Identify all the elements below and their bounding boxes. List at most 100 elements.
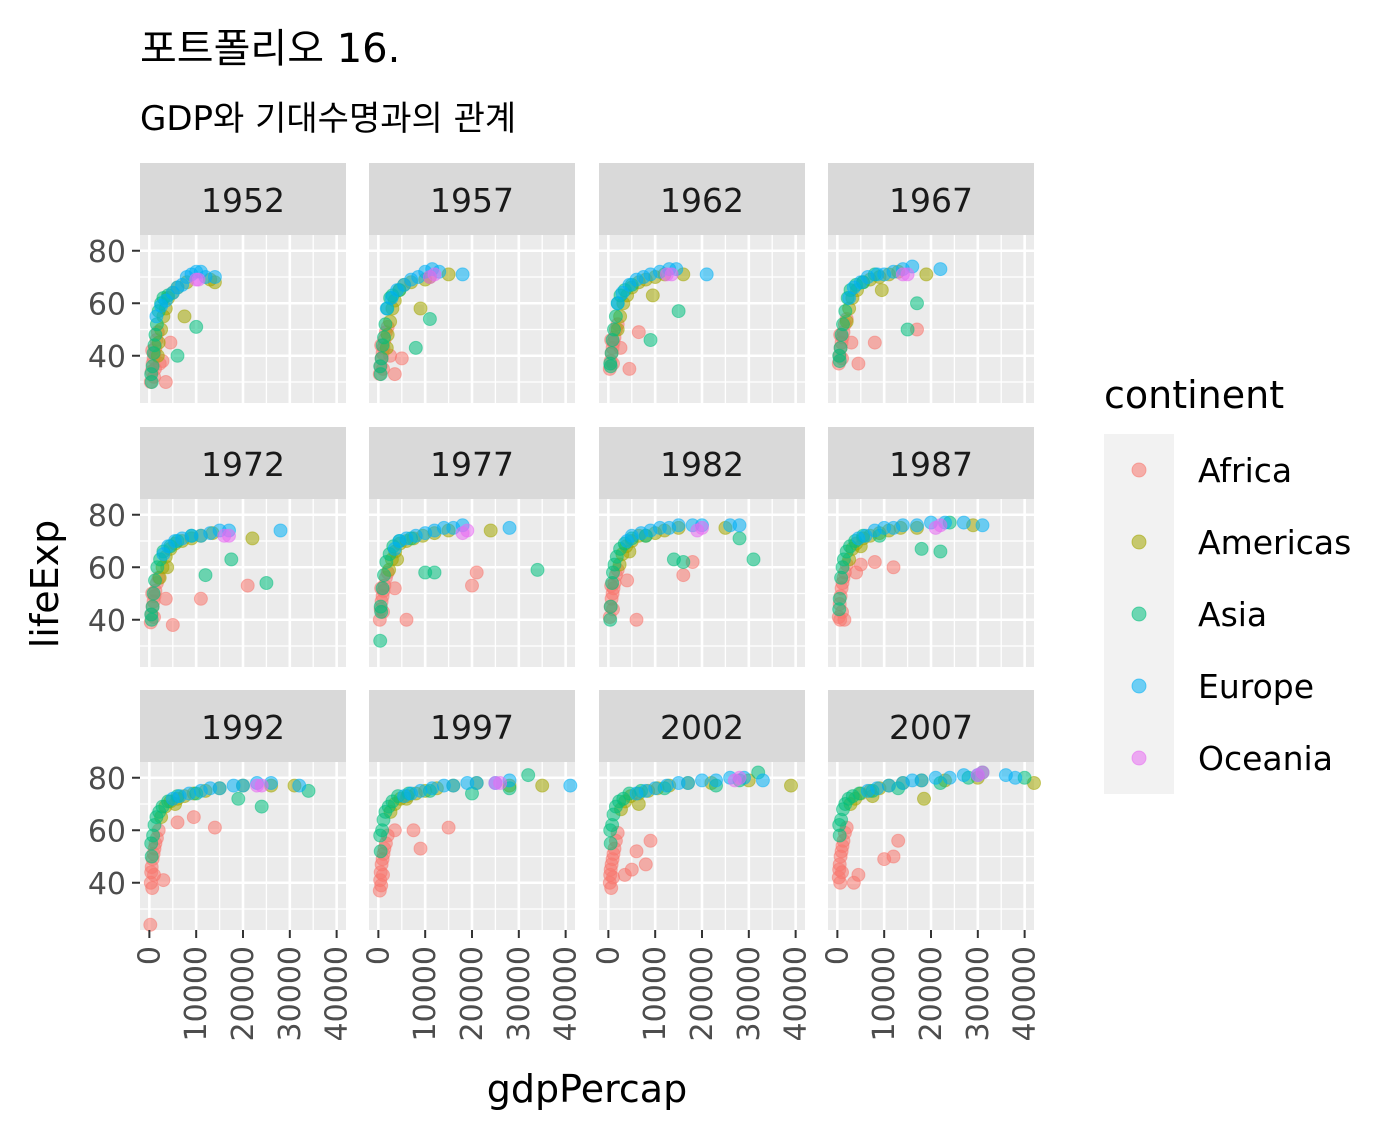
y-tick-label: 40 [88, 340, 126, 375]
facet-strip-label: 2002 [660, 708, 744, 747]
data-point [377, 568, 391, 583]
data-point [851, 356, 866, 371]
facet-panel: 2007 0 10000 20000 30000 40000 [820, 690, 1043, 1041]
data-point [853, 557, 868, 572]
data-point [144, 607, 159, 622]
data-point [191, 272, 206, 287]
facet-strip [599, 427, 805, 499]
data-point [165, 618, 180, 632]
data-point [254, 778, 269, 793]
facet-strip-label: 2007 [889, 708, 973, 747]
data-point [446, 778, 461, 793]
data-point [373, 844, 388, 859]
data-point [874, 283, 889, 298]
data-point [441, 820, 456, 835]
facet-strip-label: 1957 [430, 181, 514, 220]
y-tick-label: 60 [88, 287, 126, 322]
legend-label-asia: Asia [1198, 595, 1267, 634]
facet-panel: 1977 [369, 427, 575, 667]
facet-grid: 1952 40 60 80 1957 1962 1967 1972 40 60 80 1977 1982… [88, 163, 1043, 1041]
x-tick-label: 30000 [502, 946, 537, 1041]
facet-panel: 1997 0 10000 20000 30000 40000 [361, 690, 584, 1041]
data-point [603, 599, 618, 614]
data-point [455, 267, 470, 282]
data-point [917, 791, 931, 806]
facet-strip-label: 1972 [201, 445, 285, 484]
facet-panel: 1982 [599, 427, 805, 667]
data-point [493, 776, 508, 790]
data-point [886, 849, 901, 864]
data-point [483, 523, 498, 538]
data-point [604, 881, 619, 895]
data-point [377, 330, 391, 345]
data-point [212, 781, 227, 796]
data-point [837, 612, 852, 627]
data-point [413, 301, 428, 316]
data-point [373, 828, 388, 843]
data-point [521, 768, 536, 783]
data-point [231, 791, 246, 806]
y-tick-label: 80 [88, 762, 126, 797]
data-point [425, 781, 440, 796]
data-point [755, 773, 770, 788]
data-point [699, 267, 714, 282]
data-point [373, 359, 388, 374]
data-point [170, 815, 185, 830]
data-point [273, 523, 288, 538]
data-point [144, 849, 159, 864]
data-point [563, 778, 578, 793]
data-point [146, 586, 161, 601]
legend-label-africa: Africa [1198, 451, 1292, 490]
facet-panel: 1992 40 60 80 0 10000 20000 30000 40000 [88, 690, 355, 1041]
facet-strip [599, 163, 805, 235]
x-tick-label: 10000 [408, 946, 443, 1041]
data-point [695, 520, 709, 535]
x-tick-label: 0 [361, 946, 396, 965]
data-point [207, 820, 222, 835]
data-point [867, 335, 882, 350]
data-point [832, 818, 847, 832]
facet-panel: 1967 [828, 163, 1034, 403]
x-tick-label: 40000 [1008, 946, 1043, 1041]
data-point [427, 267, 442, 282]
data-point [158, 591, 173, 606]
data-point [975, 765, 990, 780]
data-point [399, 612, 414, 627]
data-point [681, 776, 695, 790]
x-tick-label: 10000 [179, 946, 214, 1041]
data-point [469, 565, 484, 580]
data-point [676, 568, 691, 583]
data-point [530, 562, 545, 577]
data-point [676, 555, 691, 569]
facet-strip-label: 1982 [660, 445, 744, 484]
data-point [427, 565, 442, 580]
data-point [648, 781, 663, 796]
y-axis-label: lifeExp [23, 520, 67, 649]
data-point [867, 555, 882, 569]
x-tick-label: 20000 [455, 946, 490, 1041]
facet-strip [140, 163, 346, 235]
x-tick-label: 20000 [685, 946, 720, 1041]
y-tick-label: 80 [88, 499, 126, 534]
data-point [956, 768, 971, 783]
data-point [148, 573, 162, 588]
facet-strip-label: 1962 [660, 181, 744, 220]
data-point [460, 523, 475, 538]
data-point [143, 917, 158, 932]
y-tick-label: 40 [88, 867, 126, 902]
x-tick-label: 20000 [914, 946, 949, 1041]
data-point [900, 322, 915, 337]
data-point [373, 633, 388, 648]
data-point [832, 602, 847, 617]
facet-strip-label: 1992 [201, 708, 285, 747]
x-tick-label: 0 [132, 946, 167, 965]
data-point [535, 778, 550, 793]
y-tick-label: 40 [88, 604, 126, 639]
data-point [292, 778, 307, 793]
legend-title: continent [1104, 373, 1284, 417]
data-point [408, 340, 423, 355]
data-point [465, 578, 479, 593]
facet-strip [828, 163, 1034, 235]
data-point [608, 309, 623, 324]
data-point [732, 531, 747, 546]
